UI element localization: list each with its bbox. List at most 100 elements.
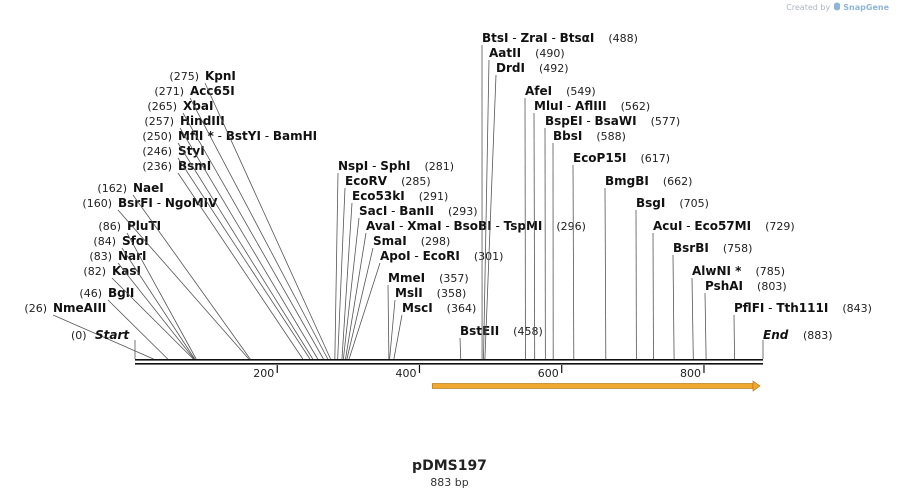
enzyme-site-bsrbi: BsrBI (758) <box>672 241 752 360</box>
site-connector <box>387 284 390 360</box>
enzyme-name: Acc65I <box>190 84 235 98</box>
enzyme-site-bspei: BspEI - BsaWI (577) <box>544 114 681 360</box>
site-connector <box>117 262 195 360</box>
enzyme-name-group: XbaI <box>183 99 213 113</box>
enzyme-name-group: SacI - BanII <box>359 204 434 218</box>
enzyme-name: XmaI <box>407 219 441 233</box>
name-separator: - <box>214 129 226 143</box>
enzyme-name: MmeI <box>388 271 425 285</box>
enzyme-name: StyI <box>178 144 205 158</box>
site-position: (250) <box>142 130 172 143</box>
end-position: (883) <box>803 329 833 342</box>
enzyme-site-eco53ki: Eco53kI (291) <box>341 189 448 360</box>
site-connector <box>342 217 360 360</box>
enzyme-site-bsgi: BsgI (705) <box>635 196 709 360</box>
enzyme-site-xbai: XbaI (265) <box>147 99 324 360</box>
enzyme-site-kpni: KpnI (275) <box>169 69 331 360</box>
enzyme-name-group: MluI - AflIII <box>534 99 607 113</box>
site-connector <box>704 292 707 360</box>
site-connector <box>604 187 607 360</box>
site-position: (705) <box>679 197 709 210</box>
enzyme-name-group: BmgBI <box>605 174 649 188</box>
site-connector <box>126 232 197 360</box>
enzyme-name: BtsI <box>482 31 509 45</box>
name-separator: - <box>509 31 521 45</box>
enzyme-name: SmaI <box>373 234 407 248</box>
enzyme-name-group: NmeAIII <box>53 301 106 315</box>
enzyme-site-afei: AfeI (549) <box>524 84 596 360</box>
enzyme-site-smai: SmaI (298) <box>346 234 450 360</box>
enzyme-name: BmgBI <box>605 174 649 188</box>
site-position: (271) <box>154 85 184 98</box>
enzyme-name: EcoP15I <box>573 151 627 165</box>
enzyme-site-ecorv: EcoRV (285) <box>337 174 431 360</box>
enzyme-site-ecop15i: EcoP15I (617) <box>572 151 670 360</box>
enzyme-name-group: AvaI - XmaI - BsoBI - TspMI <box>366 219 542 233</box>
site-position: (577) <box>651 115 681 128</box>
site-position: (488) <box>608 32 638 45</box>
site-position: (83) <box>89 250 112 263</box>
axis-tick-label: 600 <box>538 367 559 380</box>
site-position: (843) <box>842 302 872 315</box>
enzyme-name: BsrFI <box>118 196 153 210</box>
enzyme-name-group: EcoRV <box>345 174 388 188</box>
name-separator: - <box>368 159 380 173</box>
axis-tick-label: 400 <box>395 367 416 380</box>
enzyme-name: BanII <box>399 204 434 218</box>
start-position: (0) <box>71 329 87 342</box>
enzyme-name: BsmI <box>178 159 211 173</box>
enzyme-name: BbsI <box>553 129 582 143</box>
enzyme-name-group: MmeI <box>388 271 425 285</box>
name-separator: - <box>411 249 423 263</box>
enzyme-site-pflfi: PflFI - Tth111I (843) <box>733 301 872 360</box>
site-position: (46) <box>79 287 102 300</box>
name-separator: - <box>442 219 454 233</box>
axis-tick-label: 800 <box>680 367 701 380</box>
enzyme-name: SfoI <box>122 234 149 248</box>
site-position: (662) <box>663 175 693 188</box>
enzyme-name-group: AcuI - Eco57MI <box>653 219 751 233</box>
site-position: (246) <box>142 145 172 158</box>
enzyme-site-mlui: MluI - AflIII (562) <box>533 99 651 360</box>
site-position: (160) <box>82 197 112 210</box>
site-position: (364) <box>447 302 477 315</box>
enzyme-name-group: MslI <box>395 286 423 300</box>
end-label: End <box>763 328 789 342</box>
site-position: (492) <box>539 62 569 75</box>
site-connector <box>348 262 381 360</box>
enzyme-site-naei: NaeI (162) <box>97 181 251 360</box>
site-connector <box>733 314 735 360</box>
enzyme-site-btsi: BtsI - ZraI - BtsαI (488) <box>481 31 638 360</box>
enzyme-name-group: SmaI <box>373 234 407 248</box>
site-connector <box>389 299 396 360</box>
enzyme-name-group: NspI - SphI <box>338 159 410 173</box>
enzyme-name: EcoRV <box>345 174 388 188</box>
site-connector <box>111 277 194 360</box>
plasmid-name: pDMS197 <box>412 458 487 474</box>
enzyme-site-alwni: AlwNI * (785) <box>691 264 785 360</box>
enzyme-name: DrdI <box>496 61 525 75</box>
name-separator: - <box>682 219 694 233</box>
enzyme-site-bbsi: BbsI (588) <box>552 129 626 360</box>
site-position: (549) <box>566 85 596 98</box>
site-position: (562) <box>621 100 651 113</box>
site-position: (26) <box>24 302 47 315</box>
site-connector <box>691 277 694 360</box>
enzyme-name-group: BbsI <box>553 129 582 143</box>
restriction-map: NmeAIII(26)BglI(46)KasI(82)NarI(83)SfoI(… <box>24 31 872 392</box>
enzyme-name-group: BsgI <box>636 196 665 210</box>
name-separator: - <box>395 219 407 233</box>
enzyme-name: AatII <box>489 46 521 60</box>
enzyme-site-bsteii: BstEII (458) <box>459 324 543 360</box>
site-connector <box>483 59 490 360</box>
enzyme-name: NmeAIII <box>53 301 106 315</box>
site-position: (729) <box>765 220 795 233</box>
site-connector <box>337 187 346 360</box>
enzyme-name-group: PflFI - Tth111I <box>734 301 828 315</box>
site-position: (281) <box>424 160 454 173</box>
enzyme-name: BsrBI <box>673 241 709 255</box>
site-position: (265) <box>147 100 177 113</box>
enzyme-name: ZraI <box>520 31 547 45</box>
enzyme-name: BglI <box>108 286 134 300</box>
enzyme-name-group: ApoI - EcoRI <box>380 249 460 263</box>
